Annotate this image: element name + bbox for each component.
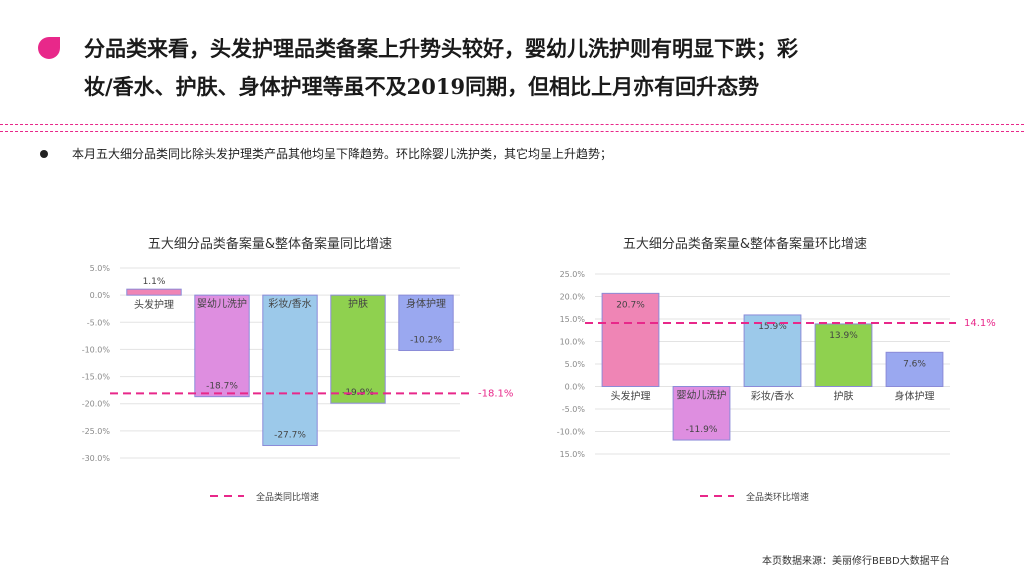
mom-legend-label: 全品类环比增速 (746, 491, 809, 503)
mom-chart-title: 五大细分品类备案量&整体备案量环比增速 (623, 236, 867, 252)
mom-bar (743, 314, 802, 387)
mom-value-label: 13.9% (829, 331, 858, 341)
yoy-ytick-label: -30.0% (82, 454, 111, 463)
yoy-growth-chart: 五大细分品类备案量&整体备案量同比增速 5.0% 0.0% -5.0% -10.0% -1… (60, 228, 530, 522)
yoy-bar (194, 294, 250, 398)
yoy-value-label: -10.2% (410, 336, 442, 346)
yoy-ytick-label: -5.0% (87, 318, 111, 327)
yoy-ytick-label: 5.0% (90, 264, 111, 273)
yoy-bar (398, 294, 454, 352)
mom-ytick-label: 15.0% (560, 315, 586, 324)
yoy-bar (330, 294, 386, 404)
mom-ytick-label: -5.0% (562, 405, 586, 414)
yoy-chart-title: 五大细分品类备案量&整体备案量同比增速 (148, 236, 392, 252)
mom-category-label: 护肤 (834, 390, 854, 403)
mom-bar (672, 386, 731, 441)
mom-ytick-label: 15.0% (560, 450, 586, 459)
summary-text: 本月五大细分品类同比除头发护理类产品其他均呈下降趋势。环比除婴儿洗护类，其它均呈… (72, 147, 613, 161)
yoy-ytick-label: -20.0% (82, 400, 111, 409)
mom-ytick-label: 5.0% (565, 360, 586, 369)
mom-value-label: 20.7% (616, 300, 645, 310)
yoy-category-label: 护肤 (348, 297, 368, 310)
yoy-ytick-label: -10.0% (82, 345, 111, 354)
mom-reference-label: 14.1% (964, 318, 996, 329)
mom-ytick-label: 10.0% (560, 338, 586, 347)
yoy-value-label: -18.7% (206, 382, 238, 392)
mom-ytick-label: 0.0% (565, 383, 586, 392)
mom-category-label: 头发护理 (611, 390, 651, 403)
yoy-ytick-label: 0.0% (90, 291, 111, 300)
yoy-chart-svg: 五大细分品类备案量&整体备案量同比增速 5.0% 0.0% -5.0% -10.0% -1… (82, 236, 514, 503)
mom-value-label: -11.9% (686, 425, 718, 435)
mom-ytick-label: 20.0% (560, 293, 586, 302)
data-source-note: 本页数据来源：美丽修行BEBD大数据平台 (762, 556, 950, 567)
mom-chart-svg: 五大细分品类备案量&整体备案量环比增速 25.0% 20.0% 15.0% 10.0% 5… (557, 236, 996, 503)
yoy-legend-label: 全品类同比增速 (256, 491, 319, 503)
mom-category-label: 身体护理 (895, 390, 935, 403)
bullet-dot-icon (40, 150, 48, 158)
yoy-category-label: 头发护理 (134, 298, 174, 311)
mom-bar (814, 323, 873, 387)
mom-bar (601, 292, 660, 387)
yoy-ytick-label: -25.0% (82, 427, 111, 436)
yoy-ytick-label: -15.0% (82, 373, 111, 382)
title-line-1: 分品类来看，头发护理品类备案上升势头较好，婴幼儿洗护则有明显下跌；彩 (84, 36, 798, 61)
yoy-bar (126, 288, 182, 296)
yoy-category-label: 身体护理 (406, 297, 446, 310)
mom-ytick-label: -10.0% (557, 428, 586, 437)
mom-ytick-label: 25.0% (560, 270, 586, 279)
yoy-bar (262, 294, 318, 447)
page-title: 分品类来看，头发护理品类备案上升势头较好，婴幼儿洗护则有明显下跌；彩 妆/香水、… (84, 30, 984, 106)
title-line-2: 妆/香水、护肤、身体护理等虽不及2019同期，但相比上月亦有回升态势 (84, 74, 760, 99)
mom-value-label: 15.9% (758, 322, 787, 332)
mom-category-label: 彩妆/香水 (751, 390, 794, 403)
divider-bottom (0, 131, 1024, 132)
yoy-category-label: 彩妆/香水 (268, 297, 311, 310)
divider-top (0, 124, 1024, 125)
yoy-value-label: 1.1% (143, 277, 166, 287)
mom-value-label: 7.6% (903, 359, 926, 369)
section-marker-icon (38, 37, 60, 59)
yoy-reference-label: -18.1% (478, 388, 513, 399)
mom-category-label: 婴幼儿洗护 (677, 389, 727, 402)
mom-bar (885, 351, 944, 388)
mom-growth-chart: 五大细分品类备案量&整体备案量环比增速 25.0% 20.0% 15.0% 10.0% 5… (550, 228, 1020, 522)
yoy-category-label: 婴幼儿洗护 (197, 297, 247, 310)
yoy-value-label: -27.7% (274, 431, 306, 441)
